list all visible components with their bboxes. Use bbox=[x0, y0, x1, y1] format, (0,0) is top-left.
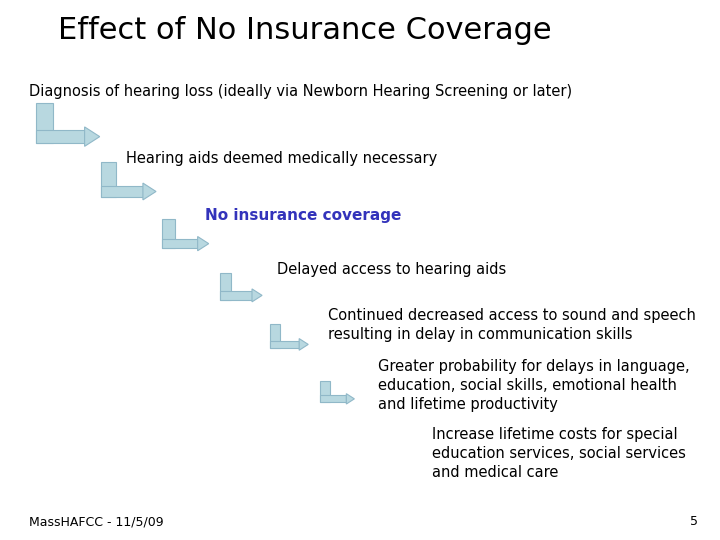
Text: Delayed access to hearing aids: Delayed access to hearing aids bbox=[277, 262, 506, 277]
Text: 5: 5 bbox=[690, 515, 698, 528]
Text: MassHAFCC - 11/5/09: MassHAFCC - 11/5/09 bbox=[29, 515, 163, 528]
Polygon shape bbox=[252, 289, 262, 302]
Polygon shape bbox=[197, 237, 209, 251]
Bar bbox=[36, 103, 53, 143]
Bar bbox=[270, 324, 280, 348]
Bar bbox=[220, 273, 231, 300]
Text: Effect of No Insurance Coverage: Effect of No Insurance Coverage bbox=[58, 16, 552, 45]
Polygon shape bbox=[143, 183, 156, 200]
Text: Hearing aids deemed medically necessary: Hearing aids deemed medically necessary bbox=[126, 151, 437, 166]
Bar bbox=[101, 186, 143, 197]
Bar bbox=[320, 395, 346, 402]
Bar bbox=[220, 291, 252, 300]
Polygon shape bbox=[300, 339, 308, 350]
Polygon shape bbox=[346, 394, 354, 404]
Bar bbox=[36, 130, 85, 143]
Bar bbox=[320, 381, 330, 402]
Text: Continued decreased access to sound and speech
resulting in delay in communicati: Continued decreased access to sound and … bbox=[328, 308, 696, 342]
Bar bbox=[101, 162, 116, 197]
Bar bbox=[270, 341, 300, 348]
Bar bbox=[162, 239, 197, 248]
Text: Increase lifetime costs for special
education services, social services
and medi: Increase lifetime costs for special educ… bbox=[432, 427, 686, 480]
Bar bbox=[162, 219, 175, 248]
Text: No insurance coverage: No insurance coverage bbox=[205, 208, 402, 223]
Text: Greater probability for delays in language,
education, social skills, emotional : Greater probability for delays in langua… bbox=[378, 359, 690, 413]
Polygon shape bbox=[85, 127, 99, 146]
Text: Diagnosis of hearing loss (ideally via Newborn Hearing Screening or later): Diagnosis of hearing loss (ideally via N… bbox=[29, 84, 572, 99]
